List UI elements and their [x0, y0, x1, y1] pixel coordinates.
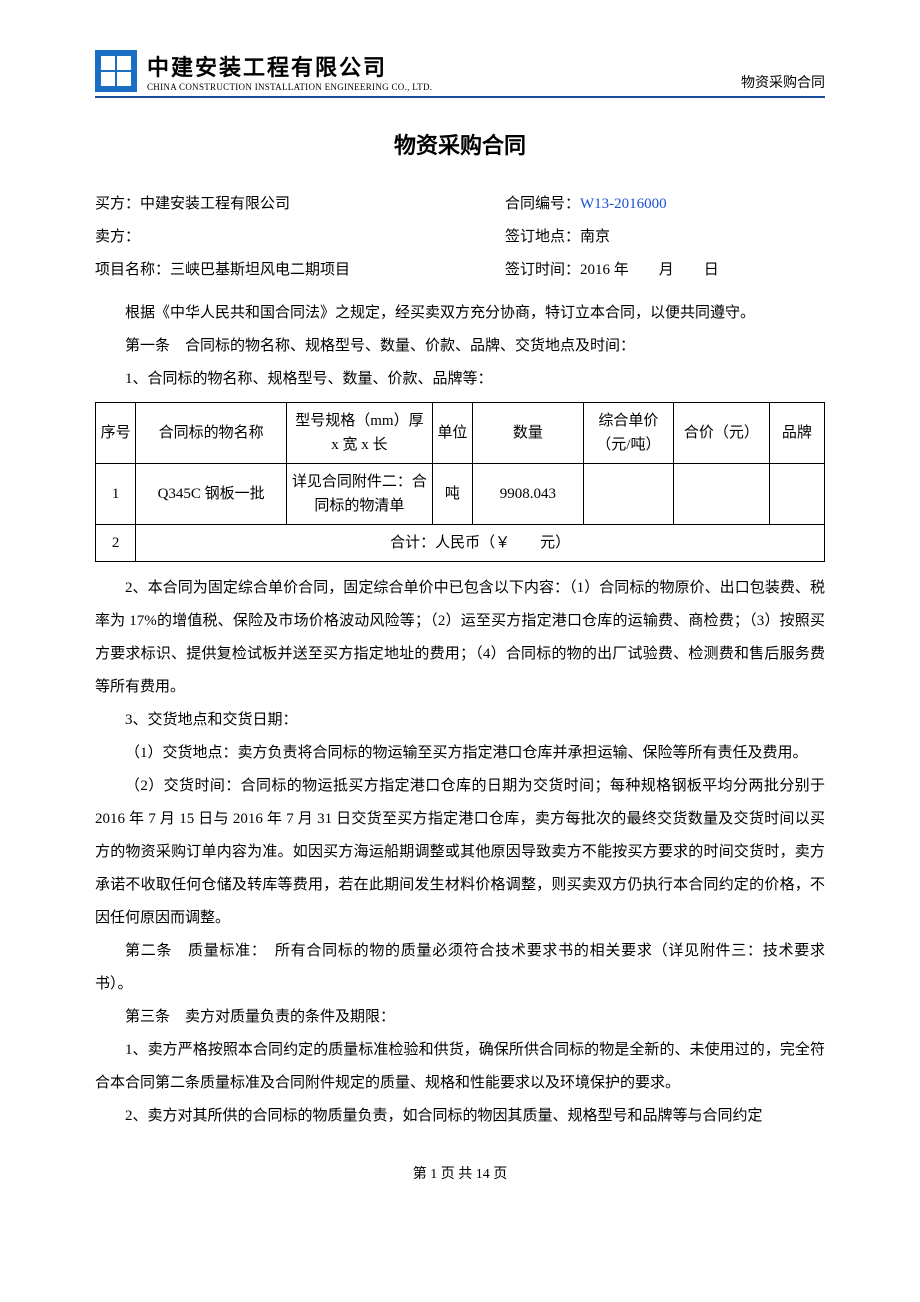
th-unit-price: 综合单价（元/吨） — [583, 403, 673, 464]
td-total-seq: 2 — [96, 525, 136, 562]
buyer-value: 中建安装工程有限公司 — [140, 196, 290, 212]
clause1-2: 2、本合同为固定综合单价合同，固定综合单价中已包含以下内容：（1）合同标的物原价… — [95, 572, 825, 704]
company-logo — [95, 50, 137, 92]
td-spec: 详见合同附件二：合同标的物清单 — [287, 464, 433, 525]
td-total-text: 合计：人民币（￥ 元） — [136, 525, 825, 562]
intro-paragraph: 根据《中华人民共和国合同法》之规定，经买卖双方充分协商，特订立本合同，以便共同遵… — [95, 297, 825, 330]
clause1-1: 1、合同标的物名称、规格型号、数量、价款、品牌等： — [95, 363, 825, 396]
project-label: 项目名称： — [95, 262, 170, 278]
sign-place-value: 南京 — [580, 229, 610, 245]
sign-time-label: 签订时间： — [505, 262, 580, 278]
body-text: 根据《中华人民共和国合同法》之规定，经买卖双方充分协商，特订立本合同，以便共同遵… — [95, 297, 825, 396]
company-name-en: CHINA CONSTRUCTION INSTALLATION ENGINEER… — [147, 82, 432, 92]
buyer-field: 买方：中建安装工程有限公司 — [95, 188, 505, 221]
contract-no-label: 合同编号： — [505, 196, 580, 212]
th-brand: 品牌 — [769, 403, 824, 464]
table-total-row: 2 合计：人民币（￥ 元） — [96, 525, 825, 562]
sign-place-label: 签订地点： — [505, 229, 580, 245]
th-unit: 单位 — [432, 403, 472, 464]
meta-block: 买方：中建安装工程有限公司 合同编号：W13-2016000 卖方： 签订地点：… — [95, 188, 825, 287]
clause1-title: 第一条 合同标的物名称、规格型号、数量、价款、品牌、交货地点及时间： — [95, 330, 825, 363]
header-doc-type: 物资采购合同 — [741, 50, 825, 92]
contract-no-field: 合同编号：W13-2016000 — [505, 188, 825, 221]
td-unit-price — [583, 464, 673, 525]
contract-no-value: W13-2016000 — [580, 196, 667, 212]
buyer-label: 买方： — [95, 196, 140, 212]
clause3-title: 第三条 卖方对质量负责的条件及期限： — [95, 1001, 825, 1034]
project-field: 项目名称：三峡巴基斯坦风电二期项目 — [95, 254, 505, 287]
sign-time-value: 2016 年 月 日 — [580, 262, 719, 278]
project-value: 三峡巴基斯坦风电二期项目 — [170, 262, 350, 278]
header-left: 中建安装工程有限公司 CHINA CONSTRUCTION INSTALLATI… — [95, 50, 432, 92]
clause3-1: 1、卖方严格按照本合同约定的质量标准检验和供货，确保所供合同标的物是全新的、未使… — [95, 1034, 825, 1100]
th-name: 合同标的物名称 — [136, 403, 287, 464]
seller-label: 卖方： — [95, 229, 140, 245]
company-name-block: 中建安装工程有限公司 CHINA CONSTRUCTION INSTALLATI… — [147, 50, 432, 92]
sign-time-field: 签订时间：2016 年 月 日 — [505, 254, 825, 287]
materials-table: 序号 合同标的物名称 型号规格（mm）厚 x 宽 x 长 单位 数量 综合单价（… — [95, 402, 825, 562]
th-total: 合价（元） — [674, 403, 770, 464]
th-spec: 型号规格（mm）厚 x 宽 x 长 — [287, 403, 433, 464]
td-brand — [769, 464, 824, 525]
clause1-3-2: （2）交货时间：合同标的物运抵买方指定港口仓库的日期为交货时间；每种规格钢板平均… — [95, 770, 825, 935]
clause1-3: 3、交货地点和交货日期： — [95, 704, 825, 737]
table-row: 1 Q345C 钢板一批 详见合同附件二：合同标的物清单 吨 9908.043 — [96, 464, 825, 525]
td-name: Q345C 钢板一批 — [136, 464, 287, 525]
body-text-2: 2、本合同为固定综合单价合同，固定综合单价中已包含以下内容：（1）合同标的物原价… — [95, 572, 825, 1133]
th-qty: 数量 — [473, 403, 584, 464]
clause3-2: 2、卖方对其所供的合同标的物质量负责，如合同标的物因其质量、规格型号和品牌等与合… — [95, 1100, 825, 1133]
td-qty: 9908.043 — [473, 464, 584, 525]
company-name-cn: 中建安装工程有限公司 — [147, 50, 432, 82]
page-footer: 第 1 页 共 14 页 — [95, 1163, 825, 1183]
td-unit: 吨 — [432, 464, 472, 525]
table-header-row: 序号 合同标的物名称 型号规格（mm）厚 x 宽 x 长 单位 数量 综合单价（… — [96, 403, 825, 464]
td-seq: 1 — [96, 464, 136, 525]
clause1-3-1: （1）交货地点：卖方负责将合同标的物运输至买方指定港口仓库并承担运输、保险等所有… — [95, 737, 825, 770]
clause2: 第二条 质量标准： 所有合同标的物的质量必须符合技术要求书的相关要求（详见附件三… — [95, 935, 825, 1001]
seller-field: 卖方： — [95, 221, 505, 254]
page-header: 中建安装工程有限公司 CHINA CONSTRUCTION INSTALLATI… — [95, 50, 825, 98]
document-title: 物资采购合同 — [95, 128, 825, 160]
td-total — [674, 464, 770, 525]
th-seq: 序号 — [96, 403, 136, 464]
sign-place-field: 签订地点：南京 — [505, 221, 825, 254]
